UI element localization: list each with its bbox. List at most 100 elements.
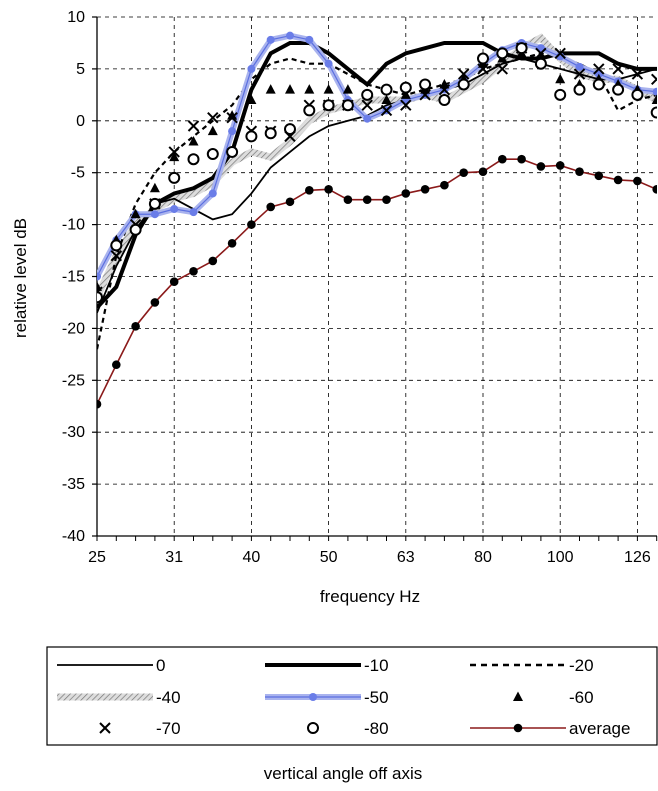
data-point <box>342 84 353 94</box>
legend-marker <box>309 693 317 701</box>
data-point <box>97 399 102 409</box>
legend-title: vertical angle off axis <box>264 764 422 783</box>
data-point <box>284 123 296 136</box>
legend: 0 -10 -20 -40 -50 -60 -70 -80 average <box>46 646 658 746</box>
data-point <box>265 84 276 94</box>
legend-label: -10 <box>364 656 389 675</box>
data-point <box>187 120 200 132</box>
data-point <box>498 154 507 164</box>
legend-marker <box>513 691 523 701</box>
series-angle-10 <box>97 40 657 310</box>
y-tick-label: -25 <box>62 372 85 389</box>
data-point <box>189 208 198 217</box>
x-tick-label: 25 <box>88 549 106 566</box>
y-tick-labels: 10 5 0 -5 -10 -15 -20 -25 -30 -35 -40 <box>62 9 85 545</box>
data-point <box>97 291 103 304</box>
data-point <box>131 322 140 331</box>
legend-item-average: average <box>470 719 630 738</box>
data-point <box>343 195 353 204</box>
series-line <box>97 40 657 310</box>
data-point <box>110 239 123 252</box>
x-tick-label: 80 <box>474 549 492 566</box>
data-point <box>245 130 258 143</box>
data-point <box>613 175 623 185</box>
data-point <box>361 99 373 111</box>
data-point <box>380 104 393 117</box>
data-point <box>264 127 277 140</box>
y-tick-label: 5 <box>76 61 85 78</box>
series-angle-40 <box>97 33 657 299</box>
data-point <box>420 185 430 194</box>
data-point <box>285 84 295 94</box>
data-point <box>130 208 141 219</box>
legend-item-angle-80: -80 <box>307 719 389 738</box>
data-point <box>496 47 509 60</box>
data-point <box>575 167 584 176</box>
series-angle-80 <box>97 42 657 304</box>
data-point <box>363 114 372 123</box>
data-point <box>188 136 199 146</box>
data-point <box>401 189 411 198</box>
data-point <box>247 64 256 73</box>
data-point <box>189 267 198 276</box>
data-point <box>631 68 644 80</box>
legend-marker <box>99 722 111 734</box>
data-point <box>534 57 547 70</box>
data-point <box>228 127 237 136</box>
grid-lines <box>97 16 657 536</box>
y-tick-label: 10 <box>67 9 85 26</box>
x-axis-title: frequency Hz <box>320 587 420 606</box>
data-point <box>457 68 470 80</box>
data-point <box>149 182 160 193</box>
data-point <box>380 83 393 96</box>
data-point <box>226 111 238 124</box>
data-point <box>650 106 657 119</box>
y-tick-label: -10 <box>62 217 85 234</box>
data-point <box>633 176 642 186</box>
data-point <box>110 250 123 262</box>
data-point <box>208 189 217 198</box>
data-point <box>496 63 509 75</box>
data-point <box>555 161 565 170</box>
legend-label: average <box>569 719 630 738</box>
data-point <box>286 31 294 40</box>
data-point <box>97 272 101 281</box>
data-point <box>651 94 657 105</box>
data-point <box>341 99 354 112</box>
data-point <box>206 148 219 161</box>
legend-item-angle-20: -20 <box>470 656 594 675</box>
data-point <box>324 185 333 194</box>
legend-label: -80 <box>364 719 389 738</box>
data-point <box>169 277 179 286</box>
data-point <box>323 84 334 94</box>
data-point <box>129 223 142 236</box>
data-point <box>304 84 315 94</box>
data-point <box>324 59 333 68</box>
data-point <box>322 99 335 112</box>
data-point <box>419 78 432 91</box>
data-point <box>208 256 218 266</box>
y-tick-label: -15 <box>62 269 85 286</box>
data-point <box>207 111 219 124</box>
data-point <box>226 145 239 158</box>
data-point <box>554 88 567 101</box>
data-point <box>381 94 392 105</box>
legend-item-angle-60: -60 <box>513 688 594 707</box>
legend-label: -60 <box>569 688 594 707</box>
data-point <box>150 298 160 307</box>
data-point <box>303 104 316 117</box>
data-point <box>477 52 489 65</box>
legend-item-angle-10: -10 <box>265 656 389 675</box>
legend-item-angle-50: -50 <box>265 688 389 707</box>
data-point <box>305 35 314 44</box>
data-point <box>440 180 449 190</box>
data-point <box>575 62 584 71</box>
legend-item-angle-40: -40 <box>57 688 181 707</box>
data-point <box>535 47 547 60</box>
data-point <box>652 185 657 194</box>
data-point <box>227 110 238 120</box>
data-point <box>459 168 469 177</box>
data-point <box>148 197 161 210</box>
data-point <box>593 63 605 75</box>
